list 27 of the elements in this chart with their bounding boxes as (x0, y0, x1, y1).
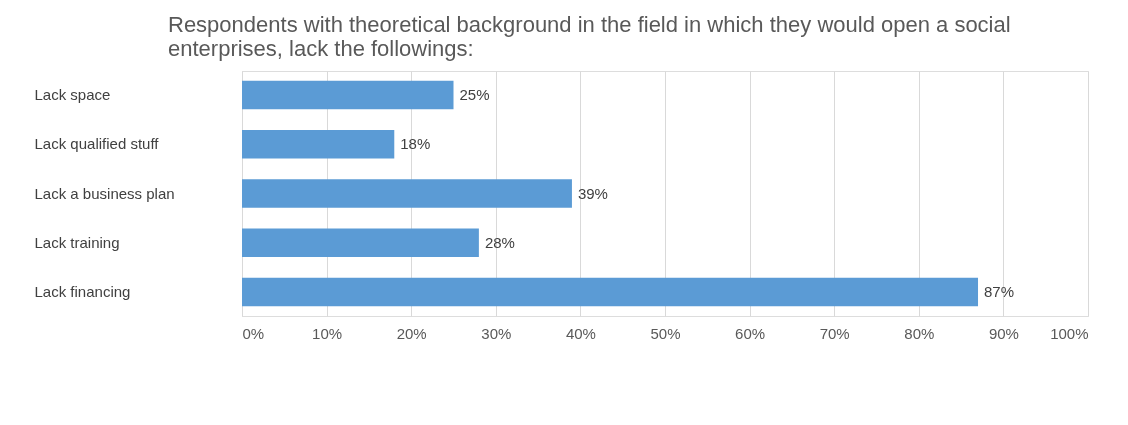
y-tick-label: Lack training (34, 233, 120, 251)
bar (242, 80, 454, 110)
y-tick-label: Lack qualified stuff (34, 135, 160, 153)
x-tick-label: 50% (650, 324, 681, 342)
data-label: 28% (484, 233, 515, 251)
y-tick-label: Lack a business plan (34, 184, 175, 202)
x-tick-label: 60% (735, 324, 766, 342)
x-tick-label: 0% (242, 324, 265, 342)
data-label: 18% (400, 135, 431, 153)
x-tick-label: 40% (565, 324, 596, 342)
bar (242, 277, 979, 307)
x-tick-label: 90% (988, 324, 1019, 342)
bar (242, 228, 479, 257)
x-tick-label: 80% (904, 324, 935, 342)
chart-title: Respondents with theoretical background in the field in which they would open a social enterprises, lack the followings: (168, 12, 1011, 61)
data-label: 25% (459, 86, 490, 104)
y-tick-label: Lack financing (34, 282, 131, 300)
data-label: 87% (984, 282, 1015, 300)
bar (242, 179, 572, 208)
data-label: 39% (577, 184, 608, 202)
y-tick-label: Lack space (34, 86, 111, 104)
x-tick-label: 100% (1050, 324, 1089, 342)
x-tick-label: 30% (481, 324, 512, 342)
bar (242, 130, 395, 159)
x-tick-label: 20% (396, 324, 427, 342)
x-tick-label: 70% (819, 324, 850, 342)
x-tick-label: 10% (312, 324, 343, 342)
